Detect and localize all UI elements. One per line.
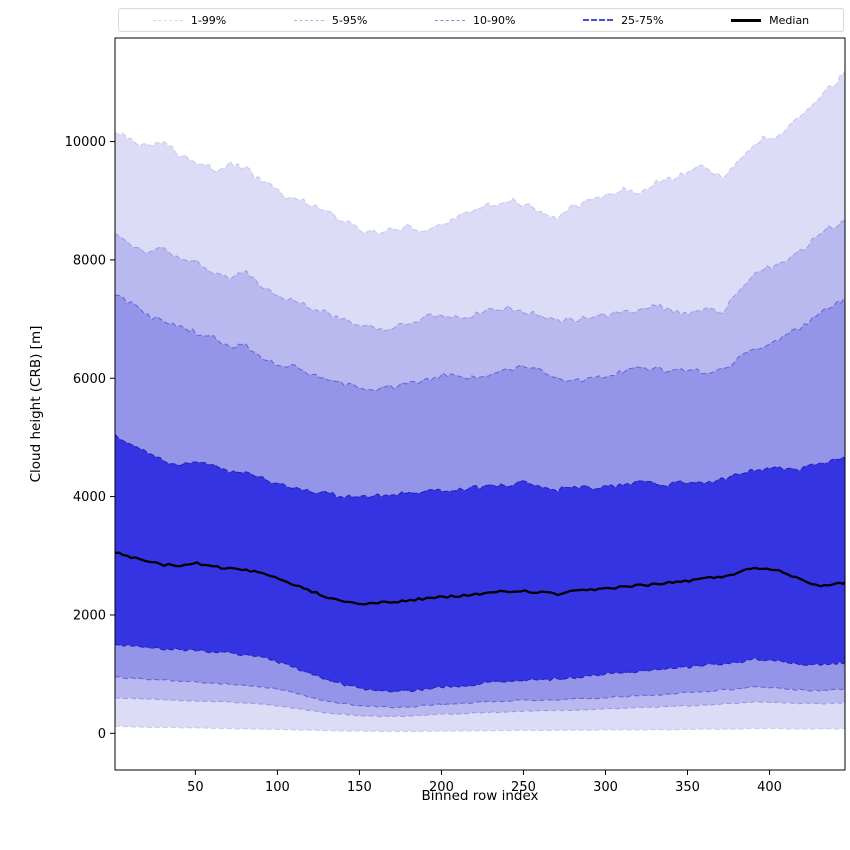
legend-label: 10-90% bbox=[472, 13, 516, 27]
legend-label: Median bbox=[769, 13, 810, 27]
percentile-edge-p75 bbox=[115, 434, 845, 499]
x-tick-label: 100 bbox=[265, 780, 290, 795]
x-tick-label: 150 bbox=[347, 780, 372, 795]
y-tick-label: 0 bbox=[98, 727, 106, 742]
x-tick-label: 200 bbox=[429, 780, 454, 795]
median-line bbox=[115, 551, 845, 606]
percentile-edge-p5 bbox=[115, 697, 845, 718]
y-tick-label: 4000 bbox=[73, 490, 106, 505]
plot-border bbox=[114, 37, 846, 771]
percentile-edge-p25 bbox=[115, 643, 845, 693]
y-tick-label: 8000 bbox=[73, 253, 106, 268]
legend-line-sample bbox=[152, 19, 183, 21]
legend-item-1-99-: 1-99% bbox=[152, 13, 227, 27]
legend-label: 1-99% bbox=[190, 13, 227, 27]
percentile-edge-p99 bbox=[115, 70, 845, 235]
legend-line-sample bbox=[583, 19, 614, 21]
x-axis-label: Binned row index bbox=[421, 788, 539, 804]
legend-item-10-90-: 10-90% bbox=[434, 13, 516, 27]
legend-label: 25-75% bbox=[621, 13, 664, 27]
x-tick-label: 250 bbox=[511, 780, 536, 795]
legend-line-sample bbox=[293, 19, 324, 21]
legend-label: 5-95% bbox=[331, 13, 368, 27]
x-tick-label: 50 bbox=[187, 780, 204, 795]
legend: 1-99% 5-95% 10-90% 25-75% Median bbox=[118, 8, 844, 32]
percentile-edge-p95 bbox=[115, 218, 845, 332]
legend-item-5-95-: 5-95% bbox=[293, 13, 368, 27]
legend-line-sample bbox=[731, 18, 762, 22]
legend-line-sample bbox=[434, 19, 465, 21]
y-axis-label: Cloud height (CRB) [m] bbox=[28, 325, 44, 483]
chart-bands bbox=[115, 70, 845, 733]
x-tick-label: 300 bbox=[593, 780, 618, 795]
percentile-edge-p1 bbox=[115, 725, 845, 733]
legend-item-median: Median bbox=[731, 14, 809, 27]
percentile-edge-p90 bbox=[115, 294, 845, 391]
y-tick-label: 10000 bbox=[65, 135, 106, 150]
x-tick-label: 400 bbox=[757, 780, 782, 795]
axis-ticks: 50 100 150 200 250 300 350 40002000400060008000… bbox=[65, 135, 782, 795]
x-tick-label: 350 bbox=[675, 780, 700, 795]
legend-item-25-75-: 25-75% bbox=[583, 14, 663, 27]
percentile-edge-p10 bbox=[115, 676, 845, 709]
y-tick-label: 6000 bbox=[73, 372, 106, 387]
band-25-75% bbox=[115, 434, 845, 692]
y-tick-label: 2000 bbox=[73, 608, 106, 623]
